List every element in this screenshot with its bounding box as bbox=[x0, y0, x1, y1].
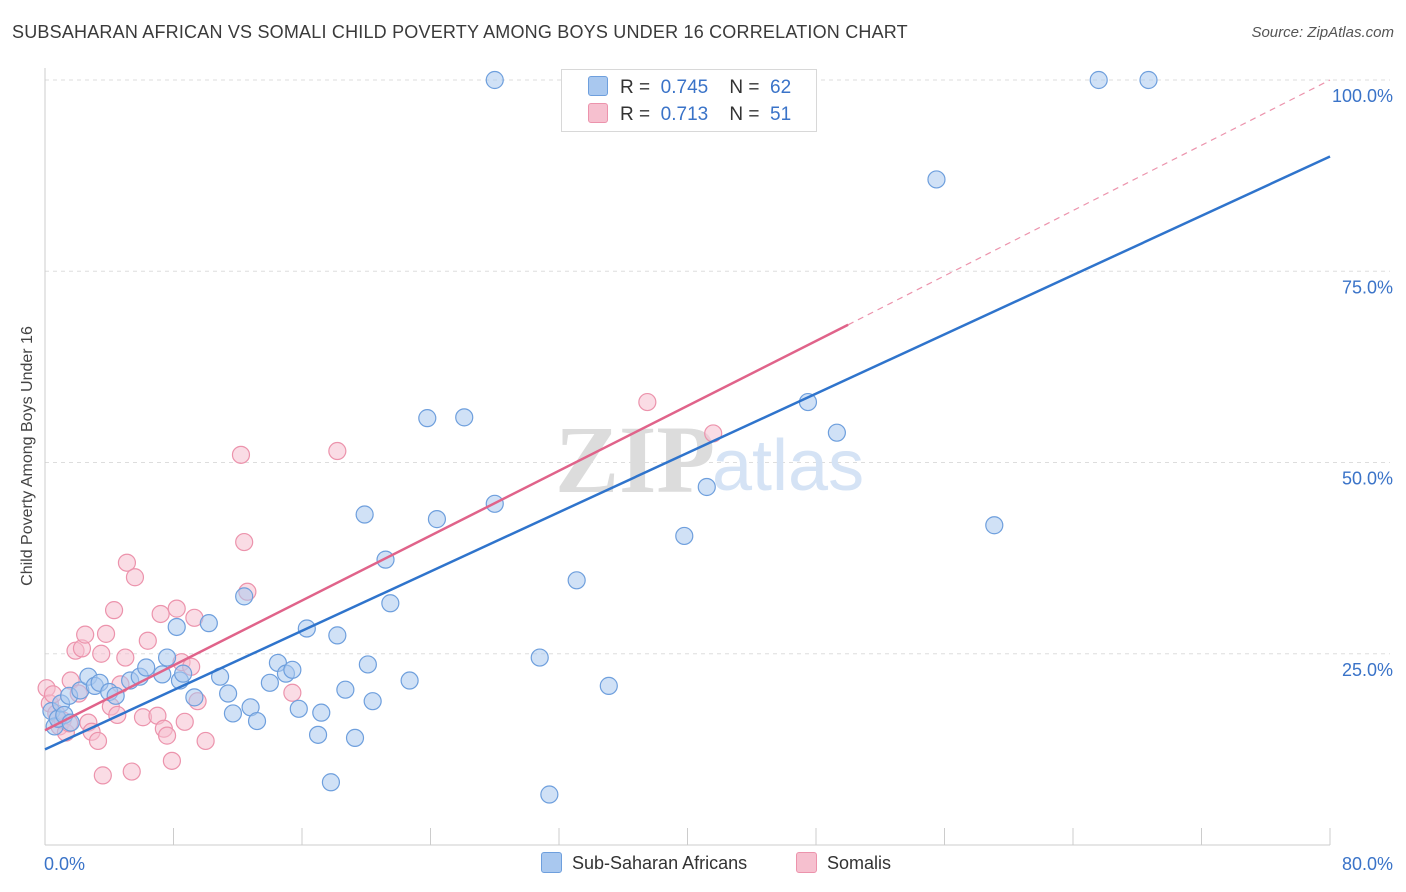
y-axis-label: Child Poverty Among Boys Under 16 bbox=[19, 326, 36, 586]
y-tick-label: 25.0% bbox=[1342, 660, 1393, 680]
somali-point bbox=[76, 625, 95, 644]
somali-point bbox=[122, 762, 141, 781]
subsaharan-point bbox=[697, 477, 716, 497]
subsaharan-point bbox=[455, 408, 474, 427]
subsaharan-trend-line bbox=[44, 155, 1331, 751]
tick-labels: 25.0% 50.0% 75.0% 100.0% 0.0% 80.0% bbox=[44, 86, 1393, 874]
subsaharan-point bbox=[199, 614, 218, 633]
subsaharan-point bbox=[363, 692, 382, 711]
legend-r-label: R = bbox=[620, 77, 651, 98]
subsaharan-point bbox=[418, 409, 437, 428]
correlation-legend: R = 0.745 N = 62 R = 0.713 N = 51 bbox=[561, 69, 817, 132]
somali-point bbox=[151, 604, 170, 624]
somali-point bbox=[92, 644, 111, 663]
series-name: Sub-Saharan Africans bbox=[572, 853, 748, 873]
subsaharan-point bbox=[567, 571, 586, 590]
watermark: ZIP atlas bbox=[555, 406, 864, 513]
subsaharan-point bbox=[328, 626, 347, 645]
subsaharan-point bbox=[927, 170, 946, 189]
subsaharan-point bbox=[137, 658, 156, 677]
somali-point bbox=[231, 445, 251, 464]
subsaharan-point bbox=[485, 70, 504, 90]
subsaharan-point bbox=[219, 684, 238, 703]
somali-point bbox=[96, 624, 116, 643]
chart-title: SUBSAHARAN AFRICAN VS SOMALI CHILD POVER… bbox=[12, 22, 908, 42]
somali-point bbox=[88, 731, 108, 751]
subsaharan-point bbox=[174, 664, 193, 683]
somali-point bbox=[328, 441, 347, 461]
somali-point bbox=[196, 731, 215, 751]
subsaharan-point bbox=[530, 648, 549, 667]
y-tick-label: 75.0% bbox=[1342, 277, 1393, 297]
somali-point bbox=[283, 683, 302, 702]
subsaharan-point bbox=[400, 671, 419, 690]
series-legend-subsaharan: Sub-Saharan Africans bbox=[541, 852, 747, 874]
subsaharan-point bbox=[321, 773, 341, 792]
subsaharan-point bbox=[985, 516, 1004, 535]
series-legend-somali: Somalis bbox=[796, 852, 891, 874]
subsaharan-point bbox=[540, 785, 559, 804]
subsaharan-point bbox=[599, 676, 618, 695]
legend-n-value: 62 bbox=[770, 77, 792, 98]
legend-swatch-pink bbox=[588, 103, 608, 123]
subsaharan-point bbox=[345, 728, 365, 748]
subsaharan-point bbox=[381, 594, 400, 613]
somali-point bbox=[116, 648, 135, 667]
subsaharan-point bbox=[336, 680, 355, 699]
legend-swatch-blue bbox=[588, 76, 608, 96]
subsaharan-point bbox=[235, 587, 254, 606]
somali-point bbox=[93, 766, 112, 785]
y-tick-label: 50.0% bbox=[1342, 469, 1393, 489]
legend-r-value: 0.713 bbox=[660, 104, 709, 125]
subsaharan-point bbox=[167, 617, 186, 637]
somali-trend-extension bbox=[847, 79, 1331, 326]
somali-point bbox=[125, 568, 145, 587]
grid-lines bbox=[45, 79, 1390, 655]
subsaharan-point bbox=[283, 660, 302, 679]
y-tick-label: 100.0% bbox=[1332, 86, 1393, 106]
trend-lines bbox=[44, 79, 1331, 751]
somali-point bbox=[157, 726, 177, 745]
subsaharan-point bbox=[157, 648, 177, 667]
somali-point bbox=[162, 751, 181, 770]
somali-point bbox=[235, 532, 254, 552]
somali-trend-line bbox=[44, 323, 849, 732]
subsaharan-point bbox=[185, 688, 204, 707]
somali-point bbox=[638, 392, 657, 412]
legend-r-value: 0.745 bbox=[660, 77, 709, 98]
x-tick-label: 0.0% bbox=[44, 854, 85, 874]
subsaharan-point bbox=[427, 510, 447, 529]
subsaharan-point bbox=[223, 704, 243, 723]
x-tick-label: 80.0% bbox=[1342, 854, 1393, 874]
somali-point bbox=[175, 712, 194, 731]
somali-point bbox=[117, 553, 137, 572]
subsaharan-point bbox=[289, 699, 308, 718]
subsaharan-point bbox=[308, 725, 328, 744]
subsaharan-point bbox=[827, 423, 846, 442]
legend-row-subsaharan: R = 0.745 N = 62 bbox=[588, 76, 791, 100]
subsaharan-point bbox=[260, 673, 279, 692]
legend-n-value: 51 bbox=[770, 104, 792, 125]
chart-source: Source: ZipAtlas.com bbox=[1251, 24, 1394, 41]
series-name: Somalis bbox=[827, 853, 892, 873]
subsaharan-point bbox=[355, 505, 374, 524]
series-swatch-blue bbox=[541, 852, 562, 873]
data-points bbox=[37, 70, 1158, 804]
series-swatch-pink bbox=[796, 852, 817, 873]
somali-point bbox=[138, 631, 157, 650]
somali-point bbox=[104, 601, 124, 620]
subsaharan-point bbox=[312, 703, 331, 722]
subsaharan-point bbox=[358, 655, 377, 674]
somali-point bbox=[167, 599, 186, 618]
subsaharan-point bbox=[1089, 70, 1108, 90]
legend-n-label: N = bbox=[729, 104, 760, 125]
legend-n-label: N = bbox=[729, 77, 760, 98]
legend-row-somali: R = 0.713 N = 51 bbox=[588, 103, 791, 127]
subsaharan-point bbox=[1139, 70, 1158, 90]
subsaharan-point bbox=[247, 711, 267, 731]
legend-r-label: R = bbox=[620, 104, 651, 125]
subsaharan-point bbox=[675, 526, 694, 546]
